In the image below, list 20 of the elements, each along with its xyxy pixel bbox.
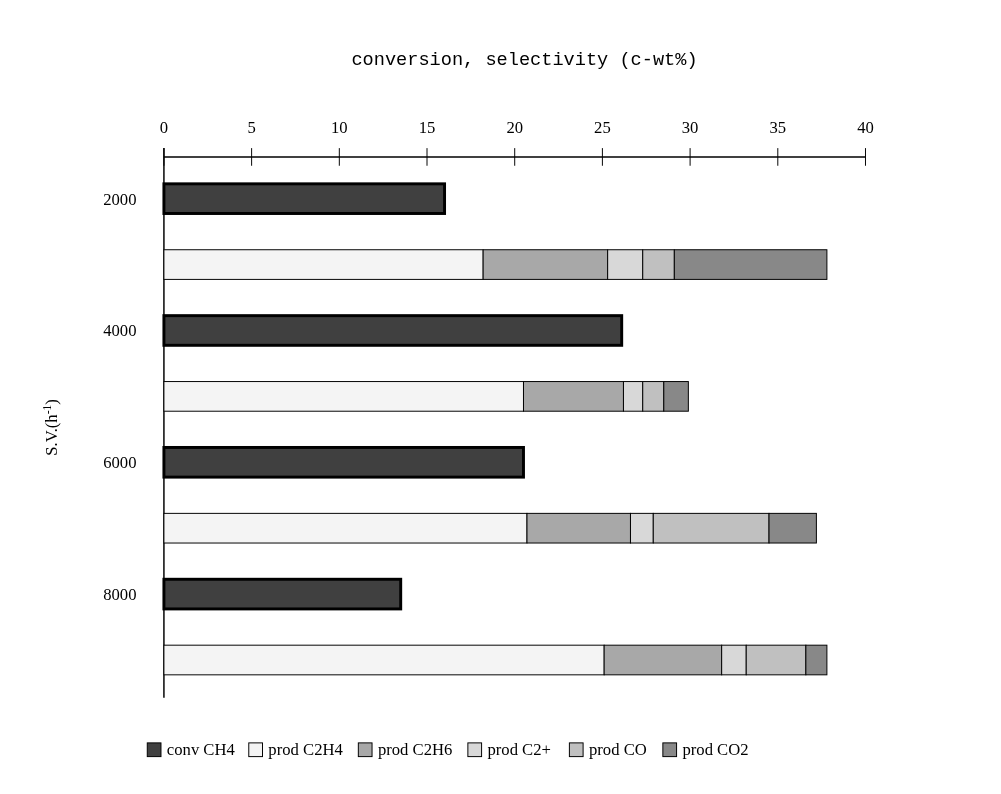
y-tick-label: 2000 — [103, 189, 137, 209]
x-tick-label: 35 — [769, 118, 787, 138]
legend-label: prod C2H4 — [268, 739, 344, 759]
x-tick-label: 0 — [159, 118, 169, 138]
y-tick-label: 6000 — [103, 453, 137, 473]
y-tick-label: 8000 — [103, 584, 137, 604]
x-tick-label: 5 — [247, 118, 256, 138]
x-tick-label: 40 — [857, 118, 874, 138]
x-tick-label: 10 — [330, 118, 348, 138]
legend-label: prod C2H6 — [377, 739, 453, 759]
legend-label: conv CH4 — [166, 739, 236, 759]
x-tick-label: 30 — [681, 118, 699, 138]
x-tick-label: 20 — [506, 118, 524, 138]
y-tick-label: 4000 — [103, 321, 137, 341]
legend-label: prod CO — [588, 739, 647, 759]
legend-label: prod CO2 — [682, 739, 749, 759]
legend-label: prod C2+ — [487, 739, 551, 759]
x-tick-label: 15 — [418, 118, 436, 138]
x-tick-label: 25 — [594, 118, 611, 138]
x-axis-title: conversion, selectivity (c-wt%) — [351, 49, 698, 71]
